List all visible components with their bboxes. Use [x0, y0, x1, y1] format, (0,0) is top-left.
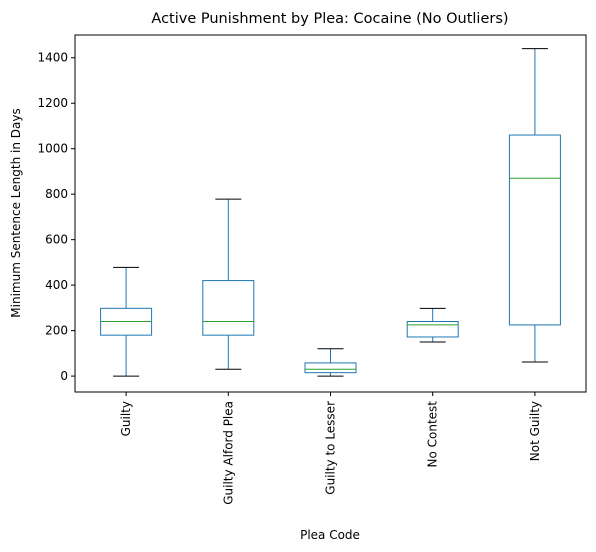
y-tick-label: 1400: [37, 51, 68, 65]
box-iqr: [202, 280, 255, 336]
x-axis-label: Plea Code: [300, 528, 360, 542]
y-tick-label: 800: [45, 187, 68, 201]
x-tick-label: Not Guilty: [528, 401, 542, 461]
y-tick-label: 200: [45, 324, 68, 338]
y-tick-label: 600: [45, 233, 68, 247]
y-tick-label: 0: [60, 369, 68, 383]
y-tick-label: 1000: [37, 142, 68, 156]
x-tick-label: Guilty: [119, 401, 133, 436]
x-tick-label: No Contest: [426, 401, 440, 468]
x-tick-label: Guilty to Lesser: [324, 401, 338, 495]
box-iqr: [304, 362, 357, 374]
box-iqr: [508, 134, 561, 326]
y-tick-label: 1200: [37, 96, 68, 110]
y-axis-label: Minimum Sentence Length in Days: [9, 108, 23, 317]
plot-area: 0 200 400 600 800 1000 1200 1400 Guilty Guilty Al…: [37, 34, 587, 505]
box-iqr: [406, 321, 459, 338]
y-tick-label: 400: [45, 278, 68, 292]
chart-title: Active Punishment by Plea: Cocaine (No O…: [151, 11, 508, 27]
x-tick-label: Guilty Alford Plea: [221, 401, 235, 505]
